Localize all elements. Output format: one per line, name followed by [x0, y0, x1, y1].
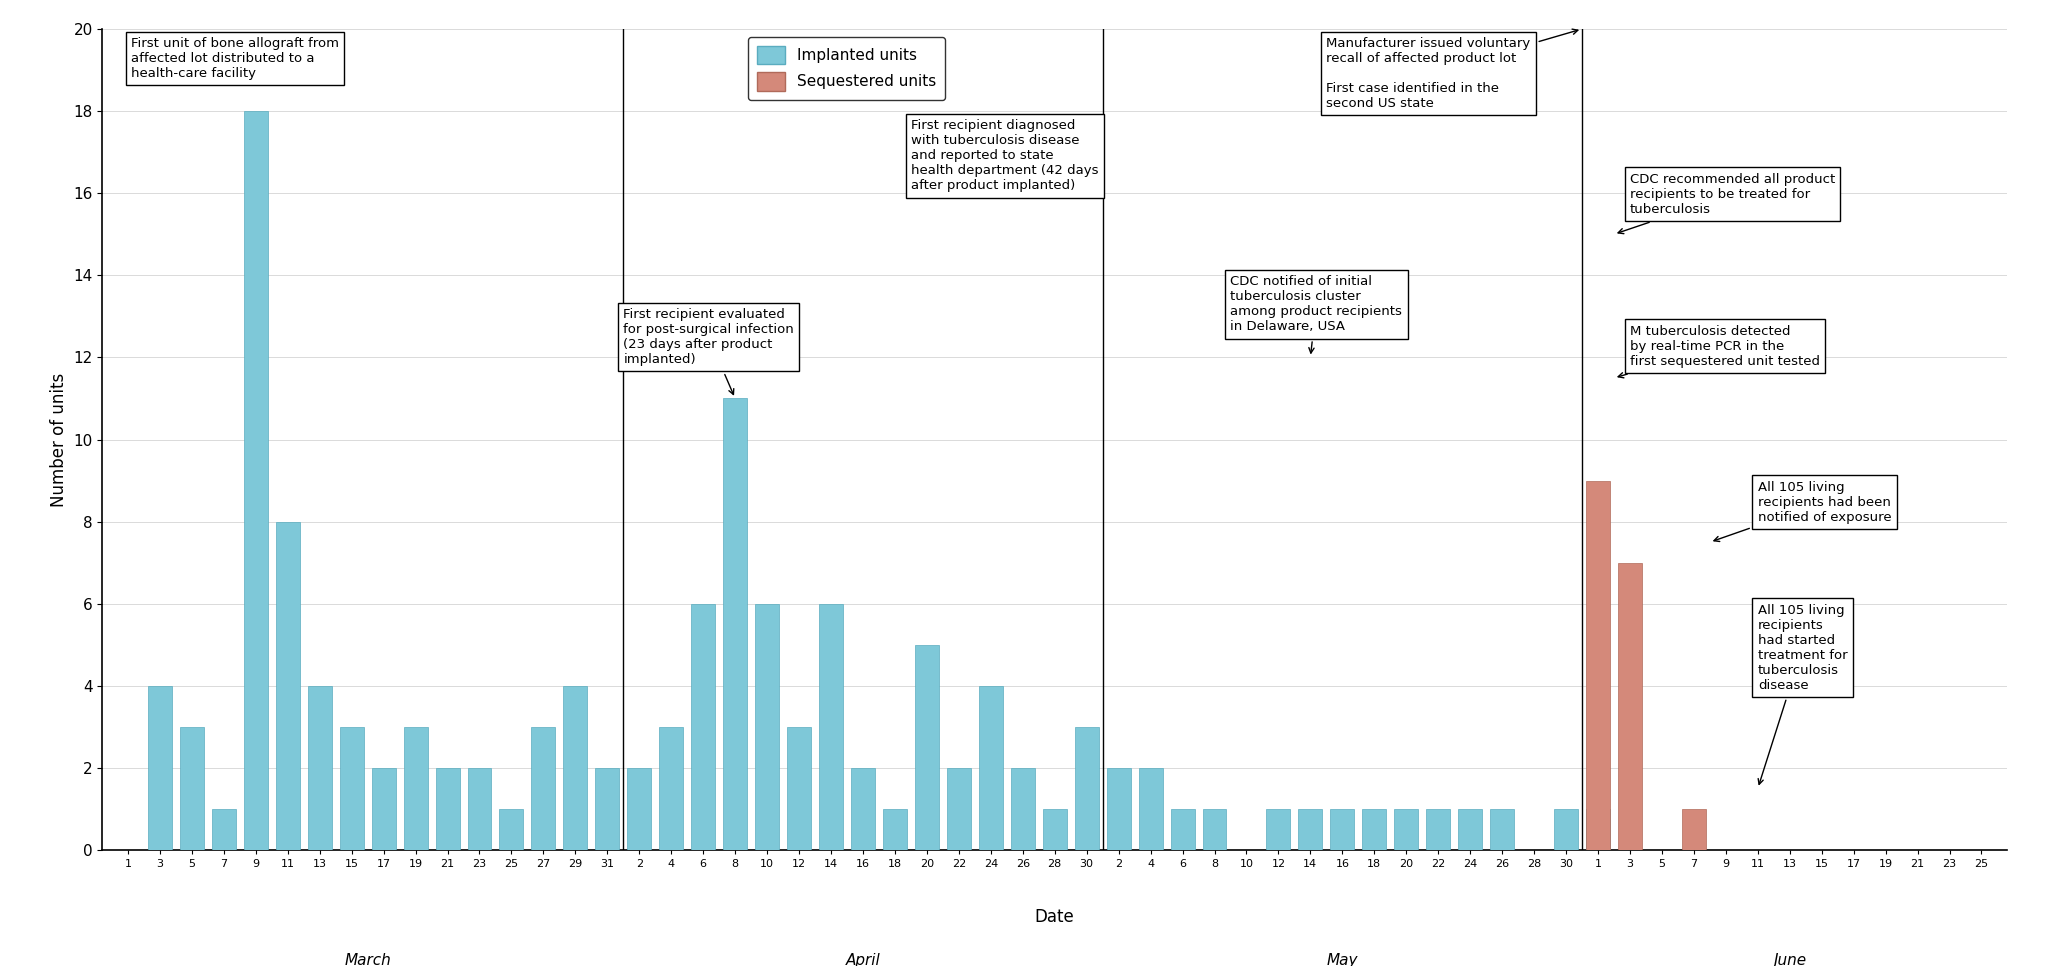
Bar [1585, 809, 1610, 850]
Bar [1618, 562, 1642, 850]
Bar [979, 686, 1004, 850]
Bar [340, 726, 365, 850]
Bar [1681, 809, 1706, 850]
Bar [1298, 809, 1323, 850]
Bar [627, 768, 651, 850]
Text: April: April [846, 952, 881, 966]
Bar [1585, 480, 1610, 850]
Bar [467, 768, 492, 850]
Bar [883, 809, 907, 850]
Bar [1042, 809, 1067, 850]
Text: Manufacturer issued voluntary
recall of affected product lot

First case identif: Manufacturer issued voluntary recall of … [1327, 29, 1577, 110]
Bar [211, 809, 236, 850]
Bar [1458, 809, 1483, 850]
Text: All 105 living
recipients had been
notified of exposure: All 105 living recipients had been notif… [1714, 480, 1892, 542]
Text: CDC notified of initial
tuberculosis cluster
among product recipients
in Delawar: CDC notified of initial tuberculosis clu… [1231, 275, 1403, 354]
Text: M tuberculosis detected
by real-time PCR in the
first sequestered unit tested: M tuberculosis detected by real-time PCR… [1618, 325, 1821, 378]
Bar [147, 686, 172, 850]
Bar [915, 645, 938, 850]
Bar [756, 604, 778, 850]
Text: June: June [1774, 952, 1806, 966]
Bar [371, 768, 395, 850]
Bar [1075, 726, 1098, 850]
Bar [403, 726, 428, 850]
Bar [819, 604, 844, 850]
Text: First unit of bone allograft from
affected lot distributed to a
health-care faci: First unit of bone allograft from affect… [131, 37, 340, 80]
Text: CDC recommended all product
recipients to be treated for
tuberculosis: CDC recommended all product recipients t… [1618, 173, 1835, 234]
Text: March: March [344, 952, 391, 966]
Bar [1491, 809, 1513, 850]
Bar [1331, 809, 1354, 850]
Bar [276, 522, 299, 850]
Bar [1139, 768, 1163, 850]
X-axis label: Date: Date [1034, 908, 1075, 926]
Bar [1395, 809, 1417, 850]
Legend: Implanted units, Sequestered units: Implanted units, Sequestered units [748, 37, 946, 99]
Text: All 105 living
recipients
had started
treatment for
tuberculosis
disease: All 105 living recipients had started tr… [1757, 604, 1847, 784]
Bar [692, 604, 715, 850]
Bar [852, 768, 874, 850]
Bar [436, 768, 459, 850]
Bar [946, 768, 971, 850]
Bar [563, 686, 588, 850]
Bar [244, 111, 268, 850]
Bar [1425, 809, 1450, 850]
Text: First recipient evaluated
for post-surgical infection
(23 days after product
imp: First recipient evaluated for post-surgi… [623, 308, 795, 394]
Bar [723, 398, 748, 850]
Bar [1362, 809, 1386, 850]
Text: May: May [1327, 952, 1358, 966]
Bar [1106, 768, 1130, 850]
Bar [1266, 809, 1290, 850]
Bar [1554, 809, 1579, 850]
Bar [307, 686, 332, 850]
Bar [500, 809, 524, 850]
Y-axis label: Number of units: Number of units [49, 373, 68, 506]
Bar [786, 726, 811, 850]
Bar [530, 726, 555, 850]
Bar [659, 726, 684, 850]
Text: First recipient diagnosed
with tuberculosis disease
and reported to state
health: First recipient diagnosed with tuberculo… [911, 119, 1098, 192]
Bar [1012, 768, 1034, 850]
Bar [596, 768, 618, 850]
Bar [180, 726, 205, 850]
Bar [1202, 809, 1227, 850]
Bar [1171, 809, 1194, 850]
